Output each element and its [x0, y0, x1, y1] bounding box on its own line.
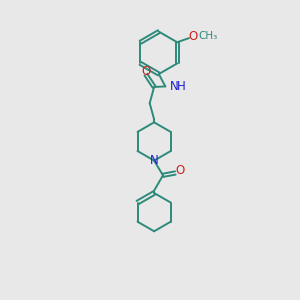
Text: O: O	[141, 65, 151, 78]
Text: N: N	[170, 80, 178, 93]
Text: N: N	[150, 154, 158, 167]
Text: H: H	[177, 80, 186, 93]
Text: CH₃: CH₃	[198, 31, 218, 41]
Text: O: O	[176, 164, 185, 177]
Text: O: O	[188, 30, 197, 44]
